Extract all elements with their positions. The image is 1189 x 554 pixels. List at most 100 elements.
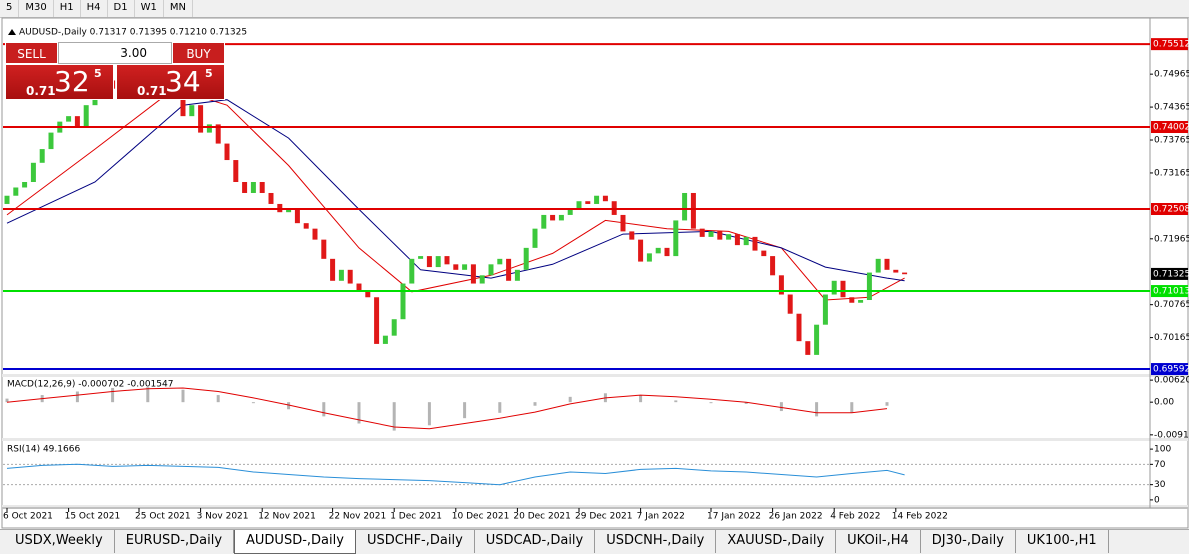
level-label: 0.69592	[1153, 365, 1189, 375]
timeframe-button[interactable]: H4	[81, 0, 108, 17]
sell-price[interactable]: 0.71 32 5	[5, 64, 114, 100]
candle-body	[743, 236, 749, 246]
candle-body	[814, 324, 820, 355]
candle-body	[532, 228, 538, 248]
macd-tick-label: 0.006201	[1154, 376, 1189, 386]
date-label: 12 Nov 2021	[258, 512, 316, 522]
macd-histogram-bar	[357, 402, 361, 424]
candle-body	[796, 313, 802, 342]
candle-body	[708, 231, 714, 237]
date-label: 29 Dec 2021	[575, 512, 633, 522]
price-tick-label: 0.71965	[1154, 234, 1189, 244]
symbol-tab[interactable]: USDCHF-,Daily	[356, 530, 475, 553]
candle-body	[805, 341, 811, 355]
date-label: 7 Jan 2022	[637, 512, 685, 522]
buy-button[interactable]: BUY	[172, 42, 225, 64]
timeframe-button[interactable]: D1	[108, 0, 135, 17]
macd-tick-label: -0.00919	[1154, 430, 1189, 440]
macd-histogram-bar	[709, 402, 713, 404]
price-tick-label: 0.73765	[1154, 136, 1189, 146]
macd-histogram-bar	[463, 402, 467, 419]
current-price-label: 0.71325	[1153, 269, 1189, 279]
candle-body	[514, 269, 520, 281]
candle-body	[294, 209, 300, 224]
rsi-tick-label: 70	[1154, 460, 1166, 470]
macd-histogram-bar	[5, 398, 9, 403]
rsi-line	[6, 463, 905, 486]
candle-body	[400, 283, 406, 320]
candle-body	[734, 234, 740, 246]
candle-body	[286, 209, 292, 213]
macd-histogram-bar	[75, 391, 79, 403]
symbol-tab[interactable]: USDCNH-,Daily	[595, 530, 717, 553]
candle-body	[550, 214, 556, 221]
macd-histogram-bar	[498, 402, 502, 413]
candle-body	[673, 220, 679, 257]
buy-price[interactable]: 0.71 34 5	[116, 64, 225, 100]
candle-body	[761, 250, 767, 257]
symbol-tab[interactable]: EURUSD-,Daily	[115, 530, 235, 553]
rsi-label: RSI(14) 49.1666	[7, 445, 80, 455]
price-tick-label: 0.73165	[1154, 168, 1189, 178]
macd-histogram-bar	[744, 402, 748, 404]
timeframe-button[interactable]: MN	[164, 0, 193, 17]
candle-body	[690, 192, 696, 229]
pane-separator	[2, 505, 1188, 509]
macd-histogram-bar	[111, 387, 115, 403]
chart-area: AUDUSD-,Daily 0.71317 0.71395 0.71210 0.…	[1, 17, 1189, 529]
date-label: 3 Nov 2021	[197, 512, 249, 522]
symbol-tab[interactable]: XAUUSD-,Daily	[716, 530, 837, 553]
date-label: 4 Feb 2022	[830, 512, 880, 522]
candle-body	[435, 256, 441, 268]
candle-body	[382, 335, 388, 344]
timeframe-button[interactable]: M30	[19, 0, 54, 17]
candle-body	[866, 272, 872, 301]
timeframe-toolbar: 5 M30 H1 H4 D1 W1 MN	[0, 0, 1189, 18]
candle-body	[770, 256, 776, 276]
candle-body	[347, 269, 353, 284]
timeframe-button[interactable]: H1	[54, 0, 81, 17]
rsi-tick-label: 100	[1154, 445, 1171, 455]
price-pips: 34	[165, 65, 201, 98]
macd-histogram-bar	[779, 402, 783, 412]
candle-body	[778, 275, 784, 295]
candle-body	[752, 236, 758, 251]
macd-histogram-bar	[216, 395, 220, 403]
candle-body	[585, 201, 591, 204]
candle-body	[567, 209, 573, 215]
symbol-tab[interactable]: DJ30-,Daily	[921, 530, 1016, 553]
sell-button[interactable]: SELL	[5, 42, 58, 64]
macd-histogram-bar	[146, 387, 150, 403]
candle-body	[189, 105, 195, 117]
candle-body	[39, 149, 45, 163]
macd-histogram-bar	[392, 402, 396, 431]
candle-body	[902, 272, 908, 275]
symbol-tab[interactable]: USDCAD-,Daily	[475, 530, 596, 553]
symbol-tab[interactable]: UKOil-,H4	[836, 530, 921, 553]
candle-body	[594, 195, 600, 204]
macd-histogram-bar	[181, 389, 185, 403]
candle-body	[664, 247, 670, 257]
candle-body	[215, 124, 221, 144]
symbol-tab[interactable]: USDX,Weekly	[4, 530, 115, 553]
price-tick-label: 0.70765	[1154, 300, 1189, 310]
candle-body	[444, 256, 450, 265]
candle-body	[576, 201, 582, 210]
timeframe-button[interactable]: W1	[135, 0, 164, 17]
candle-body	[831, 280, 837, 295]
rsi-tick-label: 30	[1154, 480, 1166, 490]
candle-body	[242, 182, 248, 193]
timeframe-button[interactable]: 5	[0, 0, 20, 17]
pane-separator	[2, 438, 1188, 441]
macd-histogram-bar	[885, 402, 889, 406]
price-big: 0.71	[26, 84, 56, 98]
symbol-tab[interactable]: UK100-,H1	[1016, 530, 1109, 553]
symbol-tab[interactable]: AUDUSD-,Daily	[234, 530, 356, 554]
candle-body	[470, 264, 476, 284]
symbol-tabs: USDX,Weekly EURUSD-,Daily AUDUSD-,Daily USD…	[0, 529, 1189, 554]
date-label: 1 Dec 2021	[390, 512, 442, 522]
lot-input[interactable]: 3.00	[58, 42, 172, 64]
candle-body	[884, 258, 890, 270]
candle-body	[893, 269, 899, 273]
macd-histogram-bar	[568, 396, 572, 403]
